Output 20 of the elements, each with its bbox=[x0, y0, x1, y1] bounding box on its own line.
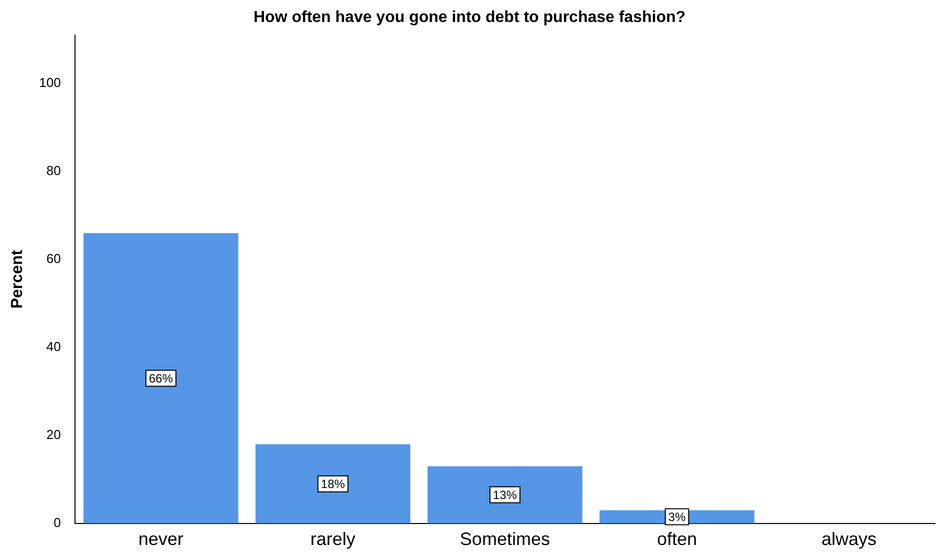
y-tick-label: 20 bbox=[46, 427, 61, 442]
y-tick-label: 40 bbox=[46, 339, 61, 354]
x-tick-label: never bbox=[138, 529, 184, 550]
x-tick-label: often bbox=[656, 529, 697, 550]
y-tick-label: 100 bbox=[39, 75, 61, 90]
bar bbox=[428, 466, 582, 524]
bar bbox=[83, 233, 238, 524]
data-label: 3% bbox=[668, 510, 686, 524]
chart-title: How often have you gone into debt to purchase fashion? bbox=[253, 9, 686, 26]
y-axis-title: Percent bbox=[9, 249, 26, 309]
data-label: 18% bbox=[320, 477, 346, 492]
x-tick-label: Sometimes bbox=[460, 529, 550, 550]
data-label: 66% bbox=[148, 372, 174, 386]
y-tick-label: 80 bbox=[46, 163, 61, 178]
data-label: 13% bbox=[492, 488, 518, 502]
bar bbox=[256, 444, 410, 524]
x-tick-label: always bbox=[821, 529, 877, 550]
y-tick-label: 60 bbox=[46, 251, 61, 266]
x-tick-label: rarely bbox=[310, 529, 356, 550]
y-tick-label: 0 bbox=[54, 514, 61, 530]
